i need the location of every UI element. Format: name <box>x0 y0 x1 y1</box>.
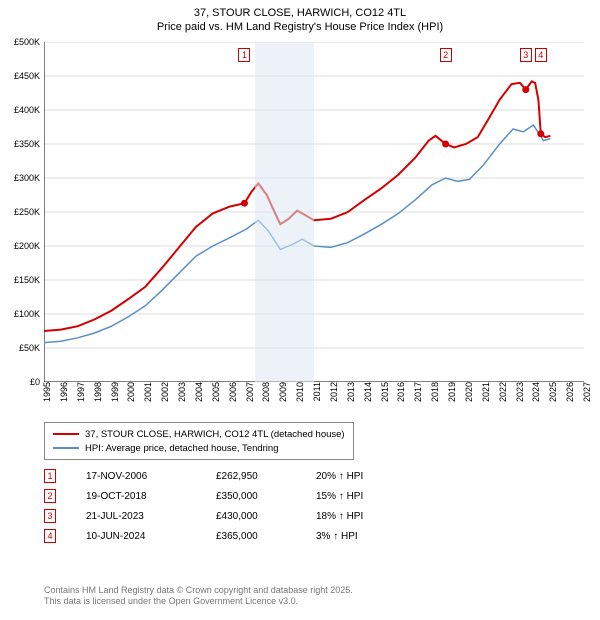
x-axis-label: 2018 <box>428 382 440 402</box>
sale-price: £365,000 <box>216 531 316 542</box>
table-row: 1 17-NOV-2006 £262,950 20% ↑ HPI <box>44 466 436 486</box>
x-axis-label: 2007 <box>243 382 255 402</box>
x-axis-label: 2021 <box>479 382 491 402</box>
x-axis-label: 2020 <box>462 382 474 402</box>
sale-price: £350,000 <box>216 491 316 502</box>
table-row: 2 19-OCT-2018 £350,000 15% ↑ HPI <box>44 486 436 506</box>
x-axis-label: 2006 <box>226 382 238 402</box>
sale-marker-num: 3 <box>44 509 56 523</box>
table-row: 4 10-JUN-2024 £365,000 3% ↑ HPI <box>44 526 436 546</box>
sale-marker-num: 4 <box>44 529 56 543</box>
chart-area: £0£50K£100K£150K£200K£250K£300K£350K£400… <box>44 42 584 382</box>
y-axis-label: £100K <box>0 309 44 319</box>
x-axis-label: 2016 <box>394 382 406 402</box>
sale-note: 20% ↑ HPI <box>316 471 436 482</box>
x-axis-label: 2012 <box>327 382 339 402</box>
x-axis-label: 2000 <box>124 382 136 402</box>
x-axis-label: 1998 <box>91 382 103 402</box>
legend-item: 37, STOUR CLOSE, HARWICH, CO12 4TL (deta… <box>53 427 345 441</box>
sale-date: 17-NOV-2006 <box>86 471 216 482</box>
y-axis-label: £150K <box>0 275 44 285</box>
x-axis-label: 2001 <box>141 382 153 402</box>
footer-line2: This data is licensed under the Open Gov… <box>44 596 353 608</box>
title-line1: 37, STOUR CLOSE, HARWICH, CO12 4TL <box>0 6 600 20</box>
y-axis-label: £0 <box>0 377 44 387</box>
x-axis-label: 2023 <box>513 382 525 402</box>
legend-label: HPI: Average price, detached house, Tend… <box>85 443 278 454</box>
y-axis-label: £300K <box>0 173 44 183</box>
chart-title: 37, STOUR CLOSE, HARWICH, CO12 4TL Price… <box>0 0 600 35</box>
sale-marker: 4 <box>535 48 547 62</box>
legend-swatch <box>53 447 79 449</box>
chart-svg <box>44 42 584 382</box>
sale-date: 21-JUL-2023 <box>86 511 216 522</box>
sale-note: 3% ↑ HPI <box>316 531 436 542</box>
x-axis-label: 1997 <box>74 382 86 402</box>
legend-label: 37, STOUR CLOSE, HARWICH, CO12 4TL (deta… <box>85 429 345 440</box>
x-axis-label: 2022 <box>496 382 508 402</box>
y-axis-label: £500K <box>0 37 44 47</box>
x-axis-label: 2008 <box>259 382 271 402</box>
sale-marker: 1 <box>238 48 250 62</box>
legend-item: HPI: Average price, detached house, Tend… <box>53 441 345 455</box>
x-axis-label: 2027 <box>580 382 592 402</box>
x-axis-label: 1995 <box>40 382 52 402</box>
sale-price: £430,000 <box>216 511 316 522</box>
x-axis-label: 2004 <box>192 382 204 402</box>
sale-marker: 2 <box>440 48 452 62</box>
footer-attribution: Contains HM Land Registry data © Crown c… <box>44 585 353 608</box>
footer-line1: Contains HM Land Registry data © Crown c… <box>44 585 353 597</box>
x-axis-label: 2009 <box>276 382 288 402</box>
sale-note: 15% ↑ HPI <box>316 491 436 502</box>
x-axis-label: 2002 <box>158 382 170 402</box>
sale-date: 19-OCT-2018 <box>86 491 216 502</box>
sale-date: 10-JUN-2024 <box>86 531 216 542</box>
table-row: 3 21-JUL-2023 £430,000 18% ↑ HPI <box>44 506 436 526</box>
x-axis-label: 2011 <box>310 382 322 401</box>
recession-band <box>255 42 314 382</box>
y-axis-label: £250K <box>0 207 44 217</box>
y-axis-label: £400K <box>0 105 44 115</box>
x-axis-label: 2015 <box>378 382 390 402</box>
x-axis-label: 2003 <box>175 382 187 402</box>
x-axis-label: 2017 <box>411 382 423 402</box>
sale-marker-num: 1 <box>44 469 56 483</box>
y-axis-label: £350K <box>0 139 44 149</box>
x-axis-label: 2013 <box>344 382 356 402</box>
x-axis-label: 2025 <box>546 382 558 402</box>
x-axis-label: 2024 <box>529 382 541 402</box>
y-axis-label: £450K <box>0 71 44 81</box>
sales-table: 1 17-NOV-2006 £262,950 20% ↑ HPI 2 19-OC… <box>44 466 436 546</box>
x-axis-label: 2010 <box>293 382 305 402</box>
x-axis-label: 2005 <box>209 382 221 402</box>
sale-marker-num: 2 <box>44 489 56 503</box>
sale-note: 18% ↑ HPI <box>316 511 436 522</box>
legend-swatch <box>53 433 79 435</box>
title-line2: Price paid vs. HM Land Registry's House … <box>0 20 600 34</box>
x-axis-label: 2026 <box>563 382 575 402</box>
x-axis-label: 2019 <box>445 382 457 402</box>
y-axis-label: £50K <box>0 343 44 353</box>
sale-marker: 3 <box>520 48 532 62</box>
sale-price: £262,950 <box>216 471 316 482</box>
x-axis-label: 1999 <box>108 382 120 402</box>
legend: 37, STOUR CLOSE, HARWICH, CO12 4TL (deta… <box>44 422 354 460</box>
x-axis-label: 2014 <box>361 382 373 402</box>
x-axis-label: 1996 <box>57 382 69 402</box>
y-axis-label: £200K <box>0 241 44 251</box>
